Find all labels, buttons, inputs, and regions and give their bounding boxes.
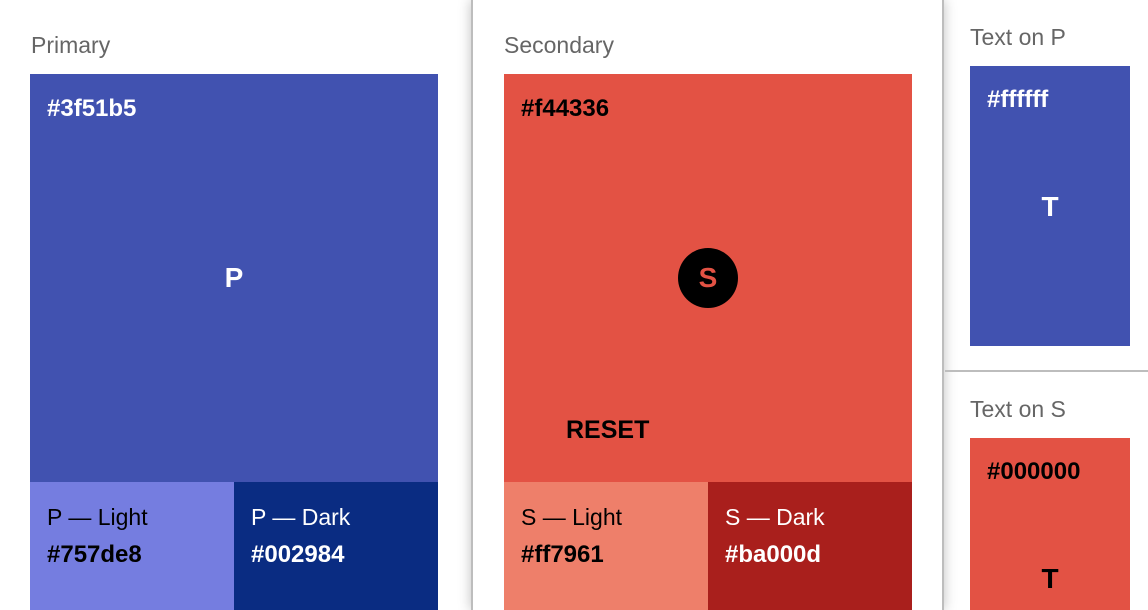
text-on-s-swatch[interactable]: #000000 T [970, 438, 1130, 610]
primary-light-swatch[interactable]: P — Light #757de8 [30, 482, 234, 610]
text-on-s-letter: T [1041, 563, 1059, 594]
primary-hex: #3f51b5 [47, 95, 137, 122]
secondary-light-name: S — Light [521, 504, 622, 530]
primary-dark-swatch[interactable]: P — Dark #002984 [234, 482, 438, 610]
divider [945, 370, 1148, 372]
secondary-label: Secondary [504, 32, 614, 58]
text-on-p-hex: #ffffff [987, 86, 1049, 113]
text-on-p-label: Text on P [970, 24, 1066, 50]
secondary-panel: Secondary #f44336 S RESET S — Light #ff7… [471, 0, 944, 610]
primary-light-hex: #757de8 [47, 541, 142, 568]
secondary-dark-name: S — Dark [725, 504, 825, 530]
primary-dark-hex: #002984 [251, 541, 345, 568]
primary-dark-name: P — Dark [251, 504, 351, 530]
text-on-s-label: Text on S [970, 396, 1066, 422]
primary-light-name: P — Light [47, 504, 148, 530]
primary-panel: Primary #3f51b5 P P — Light #757de8 P — … [0, 0, 471, 610]
primary-letter: P [224, 262, 244, 293]
primary-swatch[interactable]: #3f51b5 P [30, 74, 438, 482]
text-colors-panel: Text on P #ffffff T Text on S #000000 T [945, 0, 1148, 610]
text-on-p-letter: T [1041, 191, 1059, 222]
secondary-letter: S [698, 262, 718, 293]
text-on-p-swatch[interactable]: #ffffff T [970, 66, 1130, 346]
secondary-swatch[interactable]: #f44336 S RESET [504, 74, 912, 482]
secondary-dark-swatch[interactable]: S — Dark #ba000d [708, 482, 912, 610]
secondary-light-hex: #ff7961 [521, 541, 604, 568]
primary-label: Primary [31, 32, 111, 58]
secondary-dark-hex: #ba000d [725, 541, 822, 568]
reset-button[interactable]: RESET [566, 416, 650, 444]
text-on-s-hex: #000000 [987, 458, 1081, 485]
secondary-fab[interactable]: S [678, 248, 738, 308]
secondary-hex: #f44336 [521, 95, 610, 122]
secondary-light-swatch[interactable]: S — Light #ff7961 [504, 482, 708, 610]
